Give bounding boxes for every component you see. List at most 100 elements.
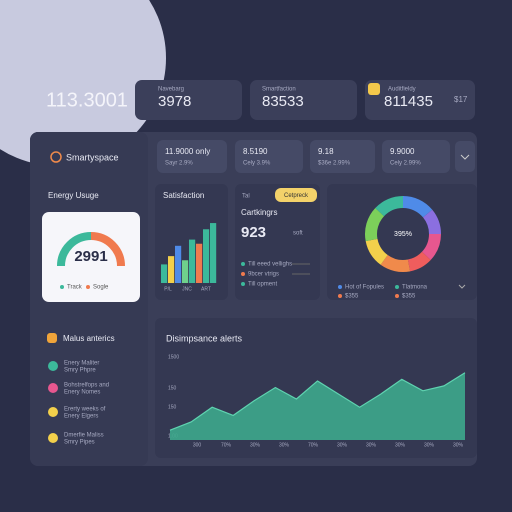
legend-dot (395, 285, 399, 289)
legend-dot (395, 294, 399, 298)
panel (235, 184, 320, 300)
bar (161, 264, 168, 283)
bar (189, 239, 196, 283)
headline-number: 113.3001 (46, 89, 128, 111)
bar (210, 223, 217, 283)
badge-label: Cetpreck (284, 193, 309, 199)
area-line (169, 372, 466, 431)
x-label: P/L (164, 286, 172, 292)
mini-value: 11.9000 only (165, 147, 210, 156)
mini-card[interactable] (382, 140, 450, 173)
mini-card[interactable] (310, 140, 375, 173)
x-label: 70% (308, 442, 319, 448)
item-sub: Enery Elgers (64, 414, 98, 420)
item-icon (48, 407, 58, 417)
legend-dot (86, 285, 90, 289)
x-label: 30% (453, 442, 464, 448)
panel-title: Cartkingrs (241, 208, 277, 217)
mini-value: 9.18 (318, 147, 334, 156)
stat-extra: $17 (454, 95, 468, 104)
badge[interactable] (275, 188, 317, 202)
donut-segment (421, 233, 441, 261)
legend-label: Sogle (93, 285, 109, 291)
y-label: 150 (168, 404, 177, 410)
gauge-card (42, 212, 140, 302)
dot (241, 262, 245, 266)
section-title: Malus anterics (63, 334, 115, 343)
donut-segment (422, 209, 441, 235)
item-sub: Smry Phpre (64, 368, 96, 374)
y-label: 150 (168, 385, 177, 391)
donut-segment (380, 254, 411, 272)
stat-value: 3978 (158, 93, 191, 110)
donut-segment (365, 207, 385, 242)
chevron (458, 284, 466, 289)
donut-segment (402, 196, 433, 218)
stat-label: Smartfaction (262, 87, 296, 93)
item-sub: Smry Pipes (64, 440, 95, 446)
rank-text: Till eeed vellighs (248, 262, 292, 268)
donut-segment (407, 251, 431, 272)
panel-tab[interactable]: Tal (242, 194, 250, 200)
donut-segment (365, 238, 388, 265)
rank-text: Till opment (248, 282, 277, 288)
bar (168, 256, 175, 283)
legend-dot (338, 294, 342, 298)
rank-text: 9bcer vtrigs (248, 272, 279, 278)
legend-dot (338, 285, 342, 289)
mini-card[interactable] (157, 140, 227, 173)
x-label: 70% (221, 442, 232, 448)
stat-label: Navebarg (158, 87, 184, 93)
big-number: 923 (241, 224, 266, 241)
legend-dot (60, 285, 64, 289)
dot (241, 282, 245, 286)
stat-card[interactable] (250, 80, 357, 120)
legend-label: $355 (402, 294, 416, 300)
gauge-arc (90, 232, 125, 267)
donut-center: 395% (394, 231, 412, 238)
mini-value: 8.5190 (243, 147, 268, 156)
x-label: 30% (250, 442, 261, 448)
x-label: ART (201, 286, 211, 292)
gauge-value: 2991 (74, 248, 107, 265)
item-title: Bohstrelfops and (64, 383, 109, 389)
legend-label: $355 (345, 294, 359, 300)
item-icon (48, 433, 58, 443)
stat-value: 811435 (384, 93, 433, 110)
mini-sub: Cely 2.99% (390, 161, 421, 167)
expand-button[interactable] (455, 141, 475, 172)
bar (182, 260, 189, 283)
legend-label: Hot of Fopules (345, 285, 384, 291)
x-label: 30% (395, 442, 406, 448)
item-title: Enery Maliter (64, 361, 99, 367)
gauge-arc (57, 232, 92, 267)
x-label: 30% (366, 442, 377, 448)
panel-title: Disimpsance alerts (166, 333, 243, 343)
x-label: 30% (424, 442, 435, 448)
item-title: Dmerfie Maliss (64, 433, 104, 439)
bar (203, 229, 210, 283)
item-title: Ererty weeks of (64, 407, 106, 413)
area-fill (170, 372, 465, 440)
mini-sub: $36e 2.99% (318, 161, 351, 167)
dot (241, 272, 245, 276)
y-label: 1500 (168, 354, 179, 360)
brand[interactable]: Smartyspace (66, 152, 119, 162)
panel-title: Satisfaction (163, 191, 204, 200)
icon (47, 333, 57, 343)
logo (50, 151, 62, 163)
mini-sub: Sayr 2.9% (165, 161, 193, 167)
item-sub: Enery Nomes (64, 390, 100, 396)
stat-card[interactable] (365, 80, 475, 120)
stat-label: Auditfieldy (388, 87, 416, 93)
x-label: JNC (182, 286, 192, 292)
mini-sub: Cely 3.9% (243, 161, 271, 167)
mini-card[interactable] (235, 140, 303, 173)
stat-card[interactable] (135, 80, 242, 120)
legend-label: Tlatmona (402, 285, 428, 291)
icon (368, 83, 380, 95)
chevron (460, 154, 470, 160)
donut-segment (375, 196, 404, 217)
x-label: 30% (337, 442, 348, 448)
